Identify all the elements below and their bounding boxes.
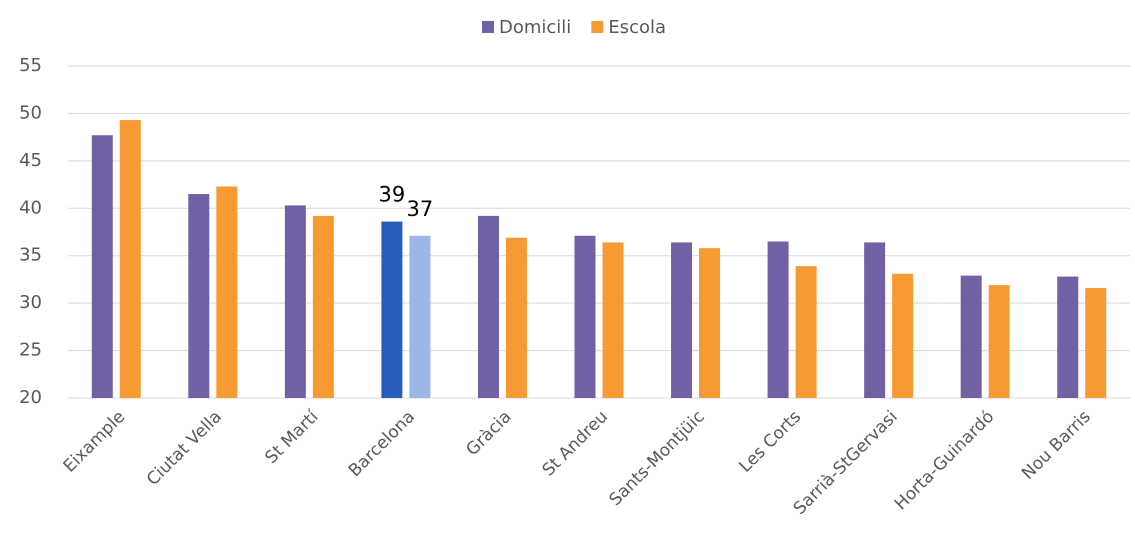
value-label: 39 xyxy=(379,183,406,207)
x-tick-label: Gràcia xyxy=(462,407,515,460)
bar xyxy=(312,215,334,398)
bar xyxy=(119,120,141,398)
x-tick-label: Nou Barris xyxy=(1018,407,1095,484)
bar xyxy=(477,215,499,398)
x-tick-label: Les Corts xyxy=(735,407,805,477)
y-tick-label: 30 xyxy=(19,292,42,313)
y-tick-label: 40 xyxy=(19,197,42,218)
bar xyxy=(864,242,886,398)
bar xyxy=(91,135,113,398)
y-tick-label: 35 xyxy=(19,245,42,266)
legend-label: Escola xyxy=(608,17,666,38)
bar xyxy=(188,194,210,398)
bar xyxy=(1085,287,1107,398)
bar xyxy=(767,241,789,398)
y-tick-label: 20 xyxy=(19,387,42,408)
legend-label: Domicili xyxy=(499,17,571,38)
y-tick-label: 25 xyxy=(19,340,42,361)
y-tick-label: 50 xyxy=(19,102,42,123)
bar xyxy=(602,242,624,398)
bar xyxy=(216,186,238,398)
x-tick-label: Eixample xyxy=(60,407,130,477)
value-label: 37 xyxy=(407,197,434,221)
x-tick-label: Horta-Guinardó xyxy=(891,407,998,514)
x-tick-label: St Martí xyxy=(261,406,323,468)
bar xyxy=(284,205,306,398)
bar xyxy=(671,242,693,398)
x-tick-label: Sarrià-StGervasi xyxy=(790,407,902,519)
y-tick-label: 45 xyxy=(19,150,42,171)
x-tick-label: St Andreu xyxy=(539,407,612,480)
bar xyxy=(892,273,914,398)
bar xyxy=(988,285,1010,398)
bar xyxy=(381,221,403,398)
bar xyxy=(795,266,817,398)
bar xyxy=(960,275,982,398)
bar xyxy=(1057,276,1079,398)
bar xyxy=(699,248,721,398)
legend-swatch xyxy=(591,21,604,33)
x-tick-label: Sants-Montjüic xyxy=(606,407,709,510)
bar xyxy=(505,237,527,398)
bar xyxy=(574,235,596,398)
bar xyxy=(409,235,431,398)
legend-swatch xyxy=(482,21,494,33)
x-tick-label: Ciutat Vella xyxy=(143,407,226,490)
x-tick-label: Barcelona xyxy=(345,407,419,481)
y-tick-label: 55 xyxy=(19,55,42,76)
